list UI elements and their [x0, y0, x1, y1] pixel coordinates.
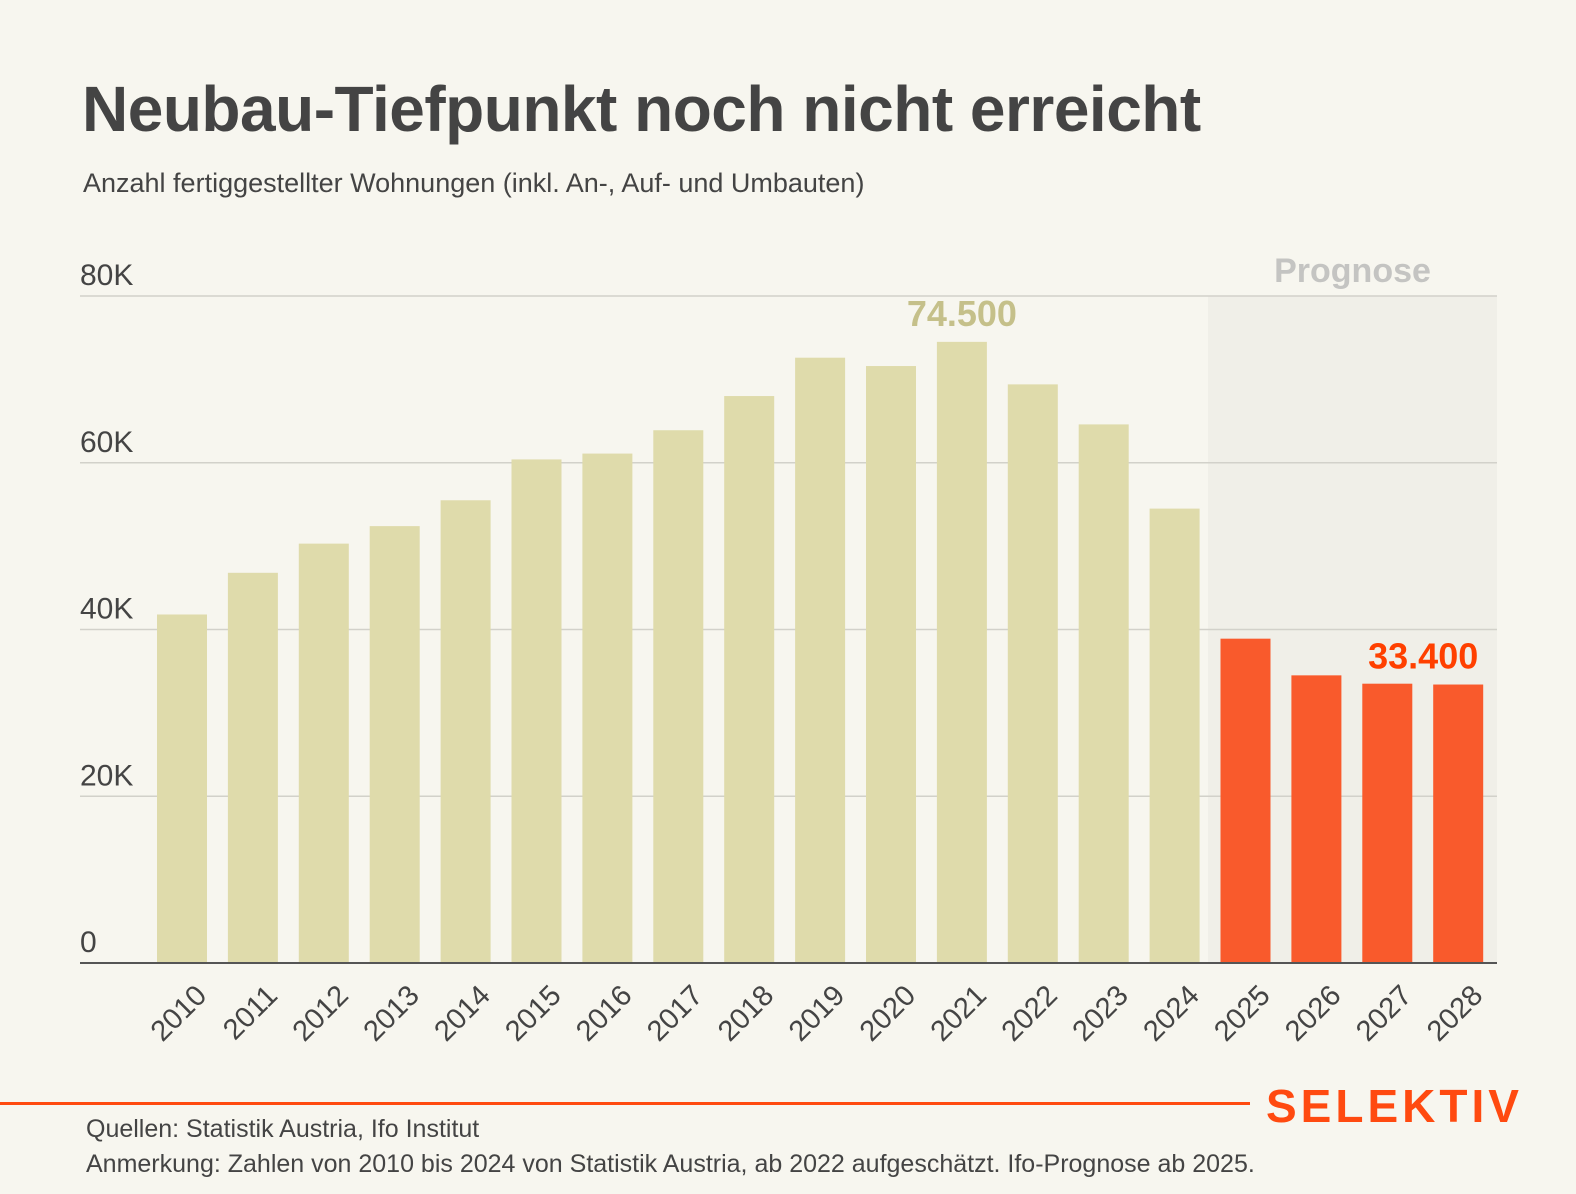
- x-tick-label: 2016: [570, 979, 638, 1047]
- note-text: Anmerkung: Zahlen von 2010 bis 2024 von …: [86, 1150, 1255, 1178]
- bar-2016: [582, 453, 633, 962]
- x-tick-label: 2017: [641, 979, 709, 1047]
- y-tick-label: 20K: [80, 759, 133, 792]
- y-tick-label: 80K: [80, 259, 133, 292]
- x-tick-label: 2018: [712, 979, 780, 1047]
- x-tick-label: 2025: [1208, 979, 1276, 1047]
- bar-2012: [298, 543, 349, 962]
- bar-2022: [1007, 384, 1058, 962]
- brand-logo: SELEKTIV: [1266, 1080, 1523, 1132]
- x-tick-label: 2014: [428, 979, 496, 1047]
- x-tick-label: 2020: [854, 979, 922, 1047]
- x-tick-label: 2021: [925, 979, 993, 1047]
- x-tick-label: 2019: [783, 979, 851, 1047]
- x-tick-label: 2023: [1067, 979, 1135, 1047]
- bar-2015: [511, 459, 562, 962]
- x-tick-label: 2024: [1137, 979, 1205, 1047]
- bar-2018: [724, 396, 775, 962]
- chart-title: Neubau-Tiefpunkt noch nicht erreicht: [82, 73, 1201, 145]
- data-label-2021: 74.500: [907, 293, 1017, 334]
- x-tick-label: 2012: [287, 979, 355, 1047]
- bar-2011: [227, 572, 278, 962]
- x-tick-label: 2026: [1279, 979, 1347, 1047]
- x-tick-label: 2022: [996, 979, 1064, 1047]
- x-tick-label: 2027: [1350, 979, 1418, 1047]
- x-tick-label: 2010: [145, 979, 213, 1047]
- y-tick-label: 0: [80, 926, 97, 959]
- bar-2021: [936, 341, 987, 962]
- bar-2026: [1291, 675, 1342, 962]
- x-tick-label: 2011: [217, 979, 284, 1046]
- bar-2023: [1078, 424, 1129, 963]
- x-tick-label: 2015: [499, 979, 567, 1047]
- x-tick-label: 2028: [1421, 979, 1489, 1047]
- bar-2019: [795, 357, 846, 962]
- bar-2014: [440, 500, 491, 962]
- chart-subtitle: Anzahl fertiggestellter Wohnungen (inkl.…: [83, 168, 865, 198]
- sources-text: Quellen: Statistik Austria, Ifo Institut: [86, 1115, 480, 1143]
- bar-2028: [1433, 684, 1484, 962]
- bar-2013: [369, 526, 420, 962]
- footer-divider: [0, 1102, 1250, 1105]
- bar-2027: [1362, 683, 1413, 962]
- bar-2010: [157, 614, 207, 962]
- bar-2024: [1149, 508, 1200, 962]
- data-label-2028: 33.400: [1368, 636, 1478, 677]
- x-tick-label: 2013: [358, 979, 426, 1047]
- forecast-label: Prognose: [1274, 252, 1431, 290]
- y-tick-label: 60K: [80, 426, 133, 459]
- bar-2017: [653, 430, 704, 962]
- bar-2025: [1220, 638, 1271, 962]
- y-tick-label: 40K: [80, 593, 133, 626]
- bar-2020: [866, 366, 916, 962]
